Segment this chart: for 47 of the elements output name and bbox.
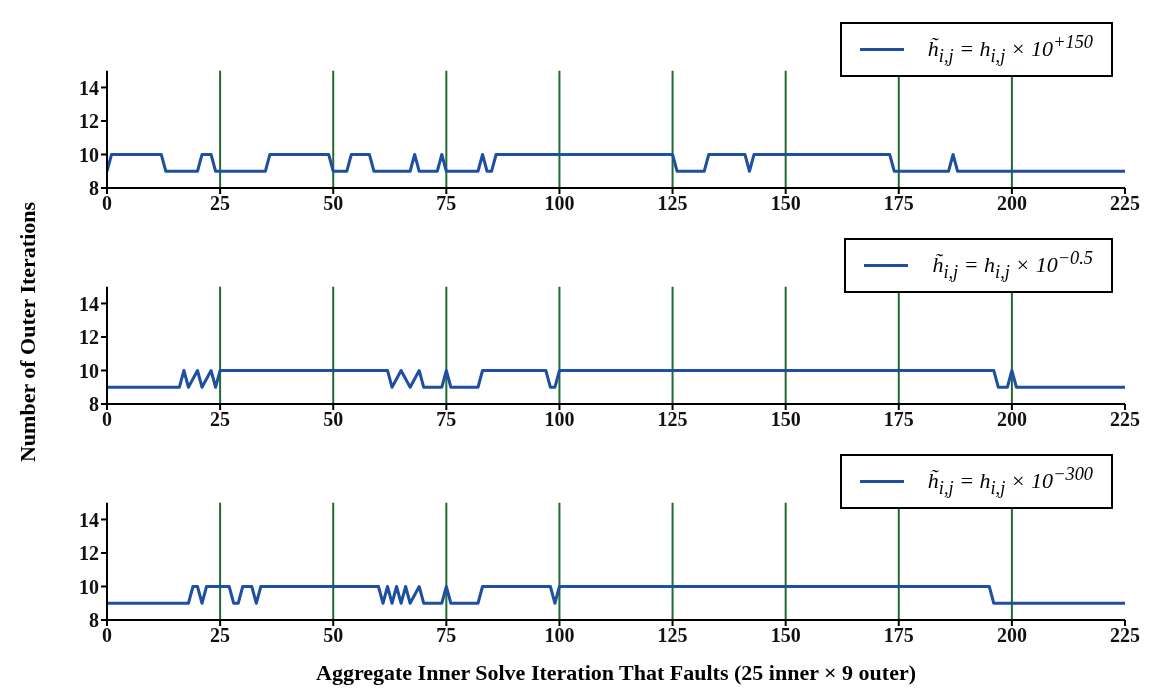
y-tick-label: 14 bbox=[79, 292, 99, 315]
x-tick-label: 225 bbox=[1110, 192, 1140, 215]
legend-label: h̃$_{i,j}$ = h$_{i,j}$ × 10$^{−0.5}$ bbox=[932, 248, 1093, 283]
x-tick-label: 100 bbox=[544, 624, 575, 647]
x-tick-label: 150 bbox=[770, 192, 801, 215]
y-tick-label: 8 bbox=[89, 609, 99, 632]
x-tick-label: 75 bbox=[436, 192, 457, 215]
x-tick-label: 150 bbox=[770, 408, 801, 431]
x-tick-label: 125 bbox=[657, 624, 688, 647]
legend-label: h̃$_{i,j}$ = h$_{i,j}$ × 10$^{+150}$ bbox=[927, 32, 1093, 67]
x-tick-label: 100 bbox=[544, 192, 575, 215]
x-tick-label: 200 bbox=[996, 408, 1027, 431]
x-tick-label: 125 bbox=[657, 192, 688, 215]
x-tick-label: 25 bbox=[210, 624, 231, 647]
x-tick-label: 225 bbox=[1110, 624, 1140, 647]
x-tick-label: 0 bbox=[102, 192, 112, 215]
x-axis-title: Aggregate Inner Solve Iteration That Faults (25 inner × 9 outer) bbox=[315, 660, 917, 686]
x-tick-label: 0 bbox=[102, 624, 112, 647]
x-tick-label: 25 bbox=[210, 408, 231, 431]
y-tick-label: 14 bbox=[79, 508, 99, 531]
x-tick-label: 225 bbox=[1110, 408, 1140, 431]
x-tick-label: 75 bbox=[436, 624, 457, 647]
y-tick-label: 12 bbox=[79, 542, 99, 565]
x-tick-label: 0 bbox=[102, 408, 112, 431]
x-tick-label: 200 bbox=[996, 624, 1027, 647]
x-tick-label: 200 bbox=[996, 192, 1027, 215]
x-tick-label: 25 bbox=[210, 192, 231, 215]
y-tick-label: 8 bbox=[89, 393, 99, 416]
x-tick-label: 50 bbox=[323, 624, 344, 647]
x-tick-label: 75 bbox=[436, 408, 457, 431]
x-tick-label: 175 bbox=[883, 192, 914, 215]
y-axis-title: Number of Outer Iterations bbox=[15, 201, 41, 463]
y-tick-label: 8 bbox=[89, 177, 99, 200]
x-tick-label: 50 bbox=[323, 192, 344, 215]
y-tick-label: 10 bbox=[79, 143, 99, 166]
y-tick-label: 10 bbox=[79, 575, 99, 598]
x-tick-label: 100 bbox=[544, 408, 575, 431]
x-tick-label: 150 bbox=[770, 624, 801, 647]
x-tick-label: 175 bbox=[883, 624, 914, 647]
y-tick-label: 12 bbox=[79, 110, 99, 133]
x-tick-label: 175 bbox=[883, 408, 914, 431]
y-tick-label: 12 bbox=[79, 326, 99, 349]
y-tick-label: 10 bbox=[79, 359, 99, 382]
x-tick-label: 50 bbox=[323, 408, 344, 431]
legend-label: h̃$_{i,j}$ = h$_{i,j}$ × 10$^{−300}$ bbox=[927, 464, 1093, 499]
y-tick-label: 14 bbox=[79, 76, 99, 99]
x-tick-label: 125 bbox=[657, 408, 688, 431]
